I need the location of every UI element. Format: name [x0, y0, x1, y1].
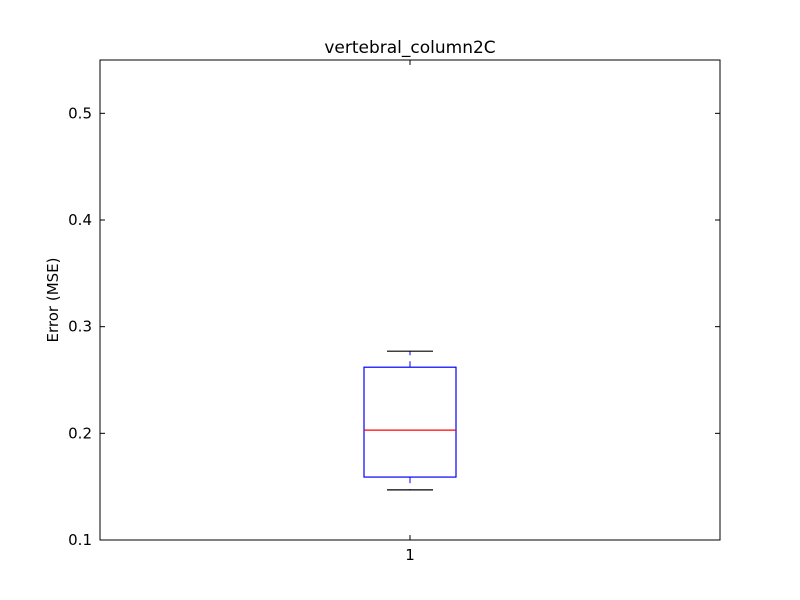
chart-title: vertebral_column2C [324, 38, 495, 58]
y-tick-label: 0.4 [68, 211, 92, 229]
y-tick-label: 0.2 [68, 424, 92, 442]
axes-frame [99, 59, 721, 541]
plot-area: 0.1 0.2 0.3 0.4 0.5 1 [68, 60, 720, 564]
box-iqr [363, 366, 457, 478]
y-tick-label: 0.5 [68, 104, 92, 122]
x-tick-label: 1 [405, 546, 415, 564]
y-axis-label: Error (MSE) [44, 258, 62, 343]
y-tick-label: 0.1 [68, 531, 92, 549]
y-tick-label: 0.3 [68, 318, 92, 336]
boxplot-1 [363, 350, 457, 491]
